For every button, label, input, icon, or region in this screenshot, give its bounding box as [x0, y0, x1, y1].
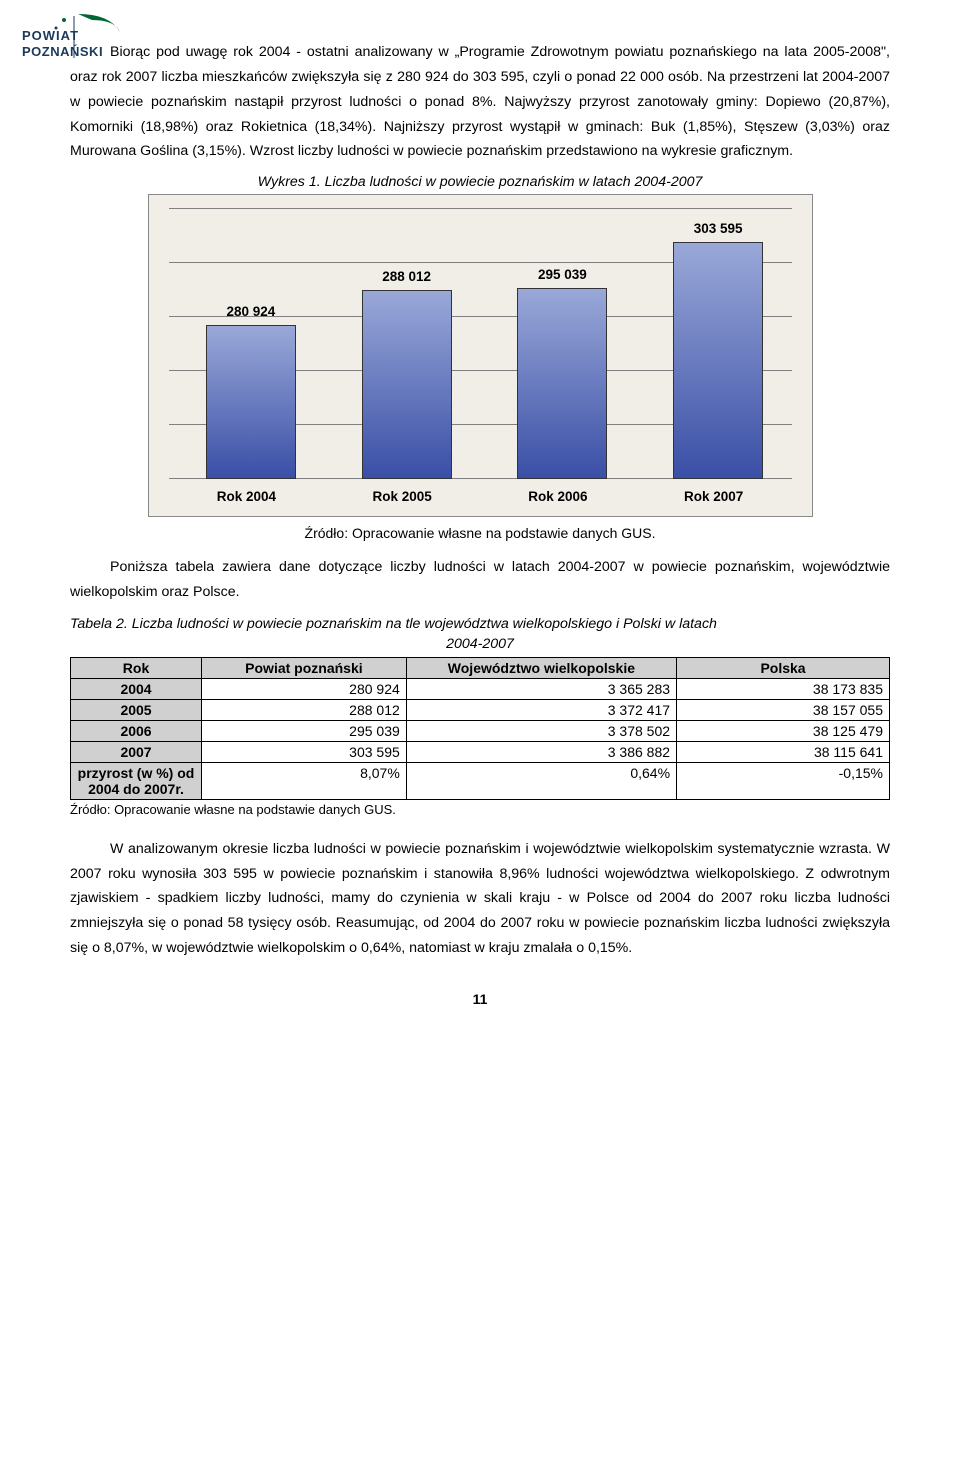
table-header-cell: Polska [677, 657, 890, 678]
table-body: 2004280 9243 365 28338 173 8352005288 01… [71, 678, 890, 799]
chart-bar-label: 288 012 [362, 269, 452, 284]
table-row: 2007303 5953 386 88238 115 641 [71, 741, 890, 762]
chart-bar-label: 295 039 [517, 267, 607, 282]
population-table: RokPowiat poznańskiWojewództwo wielkopol… [70, 657, 890, 800]
chart-caption: Wykres 1. Liczba ludności w powiecie poz… [70, 174, 890, 190]
table-cell: 3 386 882 [406, 741, 676, 762]
page-number: 11 [70, 991, 890, 1007]
bar-chart: 280 924288 012295 039303 595 Rok 2004Rok… [148, 194, 813, 517]
table-growth-value: 8,07% [202, 762, 407, 799]
table-cell: 2004 [71, 678, 202, 699]
paragraph-1: Biorąc pod uwagę rok 2004 - ostatni anal… [70, 40, 890, 164]
table-header-cell: Powiat poznański [202, 657, 407, 678]
chart-x-label: Rok 2006 [513, 489, 603, 504]
table-cell: 288 012 [202, 699, 407, 720]
chart-bar [206, 325, 296, 479]
table-cell: 38 157 055 [677, 699, 890, 720]
table-cell: 2006 [71, 720, 202, 741]
chart-x-label: Rok 2007 [669, 489, 759, 504]
logo: POWIAT POZNAŃSKI [20, 10, 130, 65]
table-header-cell: Województwo wielkopolskie [406, 657, 676, 678]
table-row: 2006295 0393 378 50238 125 479 [71, 720, 890, 741]
paragraph-2: Poniższa tabela zawiera dane dotyczące l… [70, 555, 890, 605]
chart-plot-area: 280 924 288 012 295 039 303 595 [169, 209, 792, 479]
chart-bar [673, 242, 763, 480]
logo-text-1: POWIAT [22, 28, 79, 43]
logo-arc-icon [78, 14, 120, 32]
table-row: 2004280 9243 365 28338 173 835 [71, 678, 890, 699]
table-cell: 2007 [71, 741, 202, 762]
table-cell: 38 173 835 [677, 678, 890, 699]
table-cell: 3 365 283 [406, 678, 676, 699]
table-row: 2005288 0123 372 41738 157 055 [71, 699, 890, 720]
paragraph-3: W analizowanym okresie liczba ludności w… [70, 837, 890, 961]
chart-x-label: Rok 2005 [357, 489, 447, 504]
table-cell: 2005 [71, 699, 202, 720]
page-content: Biorąc pod uwagę rok 2004 - ostatni anal… [0, 0, 960, 1037]
chart-x-axis: Rok 2004 Rok 2005 Rok 2006 Rok 2007 [169, 479, 792, 510]
table-growth-row: przyrost (w %) od 2004 do 2007r.8,07%0,6… [71, 762, 890, 799]
table-cell: 3 378 502 [406, 720, 676, 741]
table-caption: Tabela 2. Liczba ludności w powiecie poz… [70, 615, 890, 655]
chart-bar [517, 288, 607, 480]
table-cell: 280 924 [202, 678, 407, 699]
table-growth-value: 0,64% [406, 762, 676, 799]
table-cell: 303 595 [202, 741, 407, 762]
table-growth-value: -0,15% [677, 762, 890, 799]
table-caption-sub: 2004-2007 [70, 635, 890, 655]
table-growth-label: przyrost (w %) od 2004 do 2007r. [71, 762, 202, 799]
table-footnote: Źródło: Opracowanie własne na podstawie … [70, 802, 890, 817]
table-cell: 38 125 479 [677, 720, 890, 741]
table-caption-main: Tabela 2. Liczba ludności w powiecie poz… [70, 616, 717, 632]
chart-source: Źródło: Opracowanie własne na podstawie … [70, 525, 890, 541]
chart-bar [362, 290, 452, 479]
logo-text-2: POZNAŃSKI [22, 44, 103, 59]
table-cell: 38 115 641 [677, 741, 890, 762]
table-header-row: RokPowiat poznańskiWojewództwo wielkopol… [71, 657, 890, 678]
chart-x-label: Rok 2004 [201, 489, 291, 504]
chart-bar-label: 303 595 [673, 221, 763, 236]
table-header-cell: Rok [71, 657, 202, 678]
chart-gridline [169, 208, 792, 209]
table-cell: 3 372 417 [406, 699, 676, 720]
table-cell: 295 039 [202, 720, 407, 741]
chart-bar-label: 280 924 [206, 304, 296, 319]
